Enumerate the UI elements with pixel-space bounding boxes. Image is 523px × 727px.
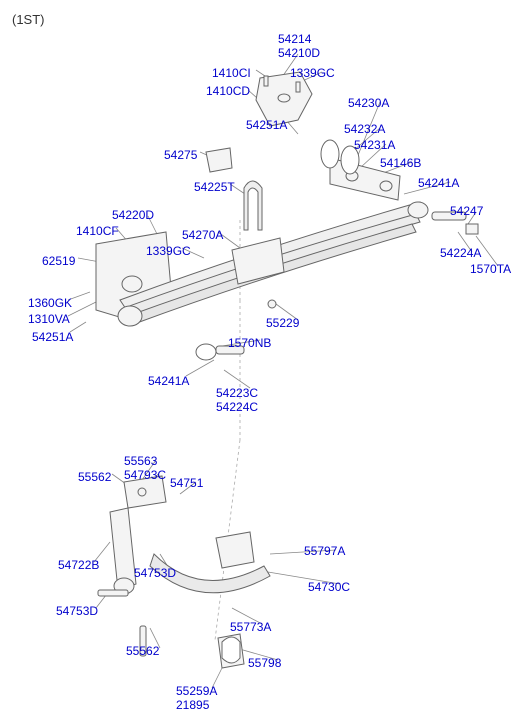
part-label-54223C: 54223C (216, 386, 258, 400)
part-label-54730C: 54730C (308, 580, 350, 594)
part-label-54275: 54275 (164, 148, 197, 162)
part-label-1570TA: 1570TA (470, 262, 511, 276)
part-label-1360GK: 1360GK (28, 296, 72, 310)
part-label-1339GC: 1339GC (146, 244, 191, 258)
part-label-55797A: 55797A (304, 544, 345, 558)
part-label-21895: 21895 (176, 698, 209, 712)
part-label-54214: 54214 (278, 32, 311, 46)
part-label-55259A: 55259A (176, 684, 217, 698)
part-label-55562: 55562 (78, 470, 111, 484)
part-label-54210D: 54210D (278, 46, 320, 60)
part-label-54225T: 54225T (194, 180, 235, 194)
part-label-54753D: 54753D (56, 604, 98, 618)
part-label-54753D: 54753D (134, 566, 176, 580)
part-label-1410CF: 1410CF (76, 224, 119, 238)
part-label-54241A: 54241A (148, 374, 189, 388)
part-label-1410CI: 1410CI (212, 66, 251, 80)
part-label-1410CD: 1410CD (206, 84, 250, 98)
part-label-55563: 55563 (124, 454, 157, 468)
part-label-54251A: 54251A (32, 330, 73, 344)
part-label-54751: 54751 (170, 476, 203, 490)
part-label-54241A: 54241A (418, 176, 459, 190)
part-label-54251A: 54251A (246, 118, 287, 132)
part-label-54270A: 54270A (182, 228, 223, 242)
part-label-55798: 55798 (248, 656, 281, 670)
part-label-54231A: 54231A (354, 138, 395, 152)
part-label-54220D: 54220D (112, 208, 154, 222)
part-label-1339GC: 1339GC (290, 66, 335, 80)
part-label-54224A: 54224A (440, 246, 481, 260)
part-label-1570NB: 1570NB (228, 336, 271, 350)
part-label-55562: 55562 (126, 644, 159, 658)
part-label-55229: 55229 (266, 316, 299, 330)
part-label-55773A: 55773A (230, 620, 271, 634)
part-label-54146B: 54146B (380, 156, 421, 170)
part-label-54230A: 54230A (348, 96, 389, 110)
part-label-62519: 62519 (42, 254, 75, 268)
part-label-54232A: 54232A (344, 122, 385, 136)
part-label-54793C: 54793C (124, 468, 166, 482)
part-label-54224C: 54224C (216, 400, 258, 414)
part-label-1310VA: 1310VA (28, 312, 70, 326)
part-label-54247: 54247 (450, 204, 483, 218)
part-label-54722B: 54722B (58, 558, 99, 572)
